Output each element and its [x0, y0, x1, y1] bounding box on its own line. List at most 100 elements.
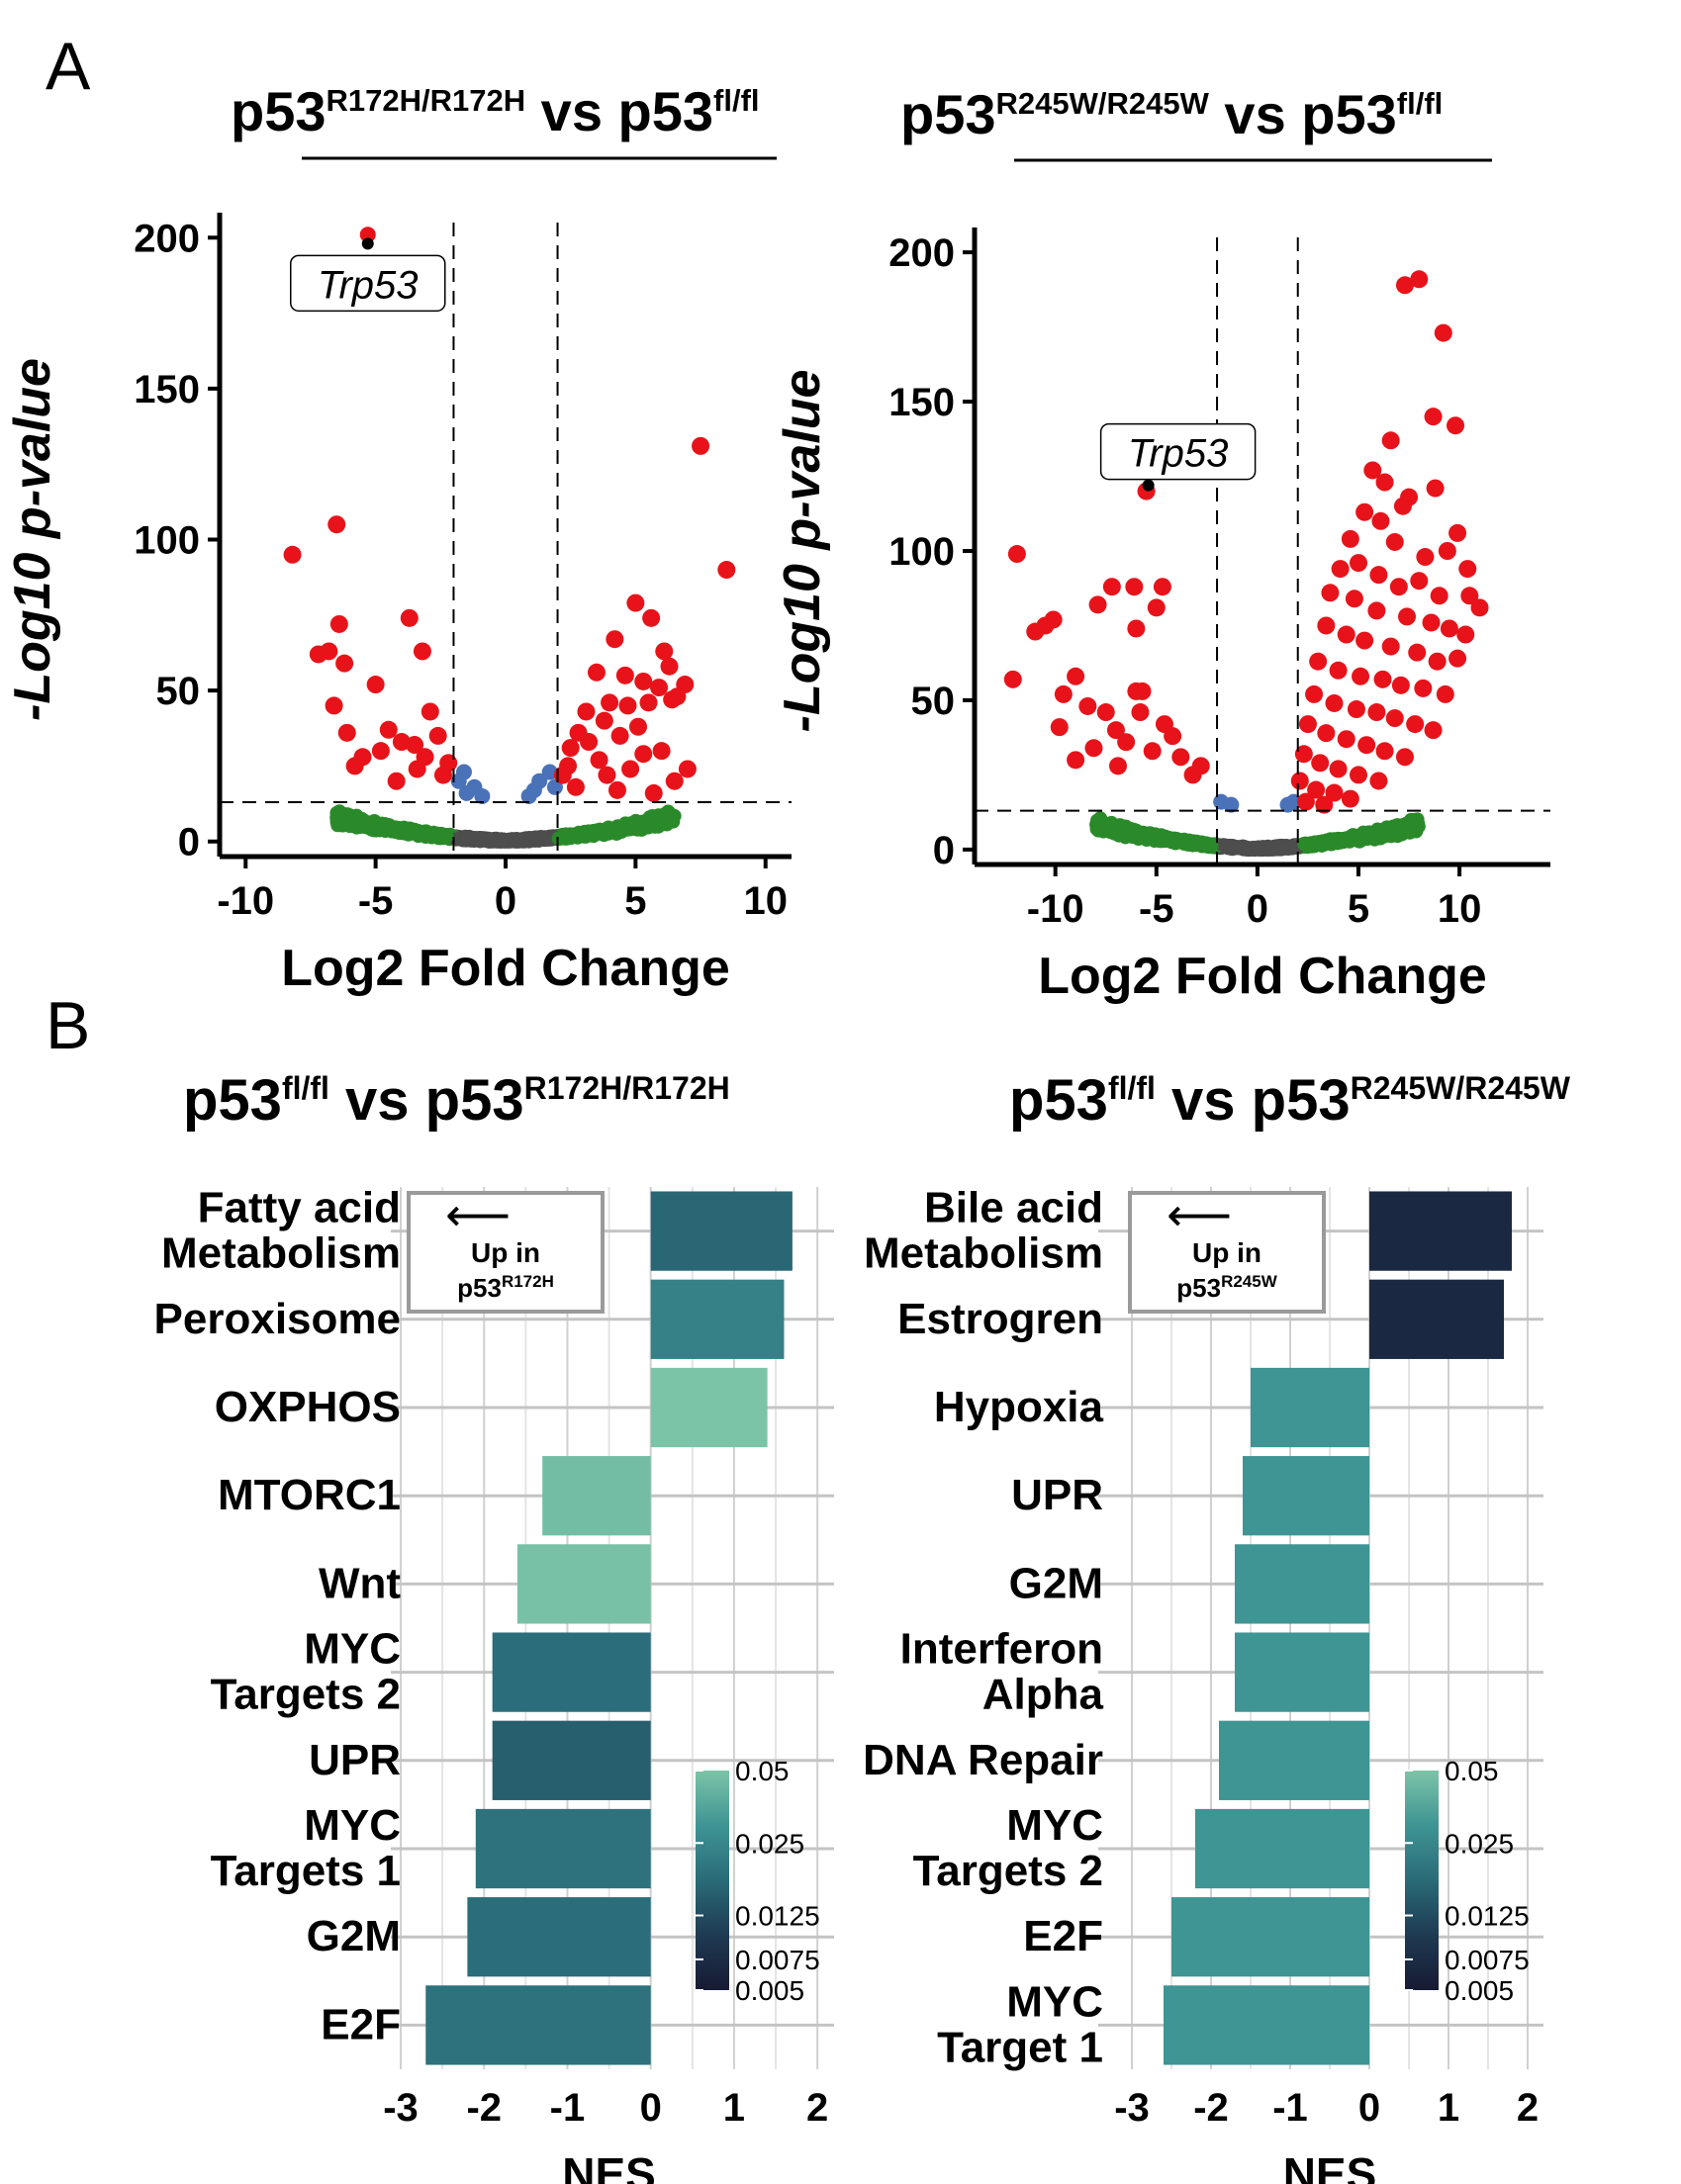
data-point-red [387, 772, 406, 790]
x-tick-label: 0 [640, 2086, 662, 2130]
x-tick-label: 1 [1438, 2086, 1459, 2130]
data-point-red [587, 663, 606, 682]
bar [1164, 1985, 1369, 2065]
data-point-red [601, 693, 619, 712]
data-point [509, 834, 523, 849]
bar [516, 1544, 651, 1624]
data-point-red [644, 783, 663, 802]
data-point-red [283, 545, 302, 564]
x-tick-label: -5 [358, 879, 394, 923]
bar [1235, 1632, 1369, 1712]
data-point-red [1367, 703, 1386, 722]
bar [1171, 1897, 1369, 1977]
data-point [1261, 842, 1276, 857]
data-point [426, 827, 441, 842]
data-point [529, 831, 544, 846]
data-point-red [1125, 578, 1144, 596]
x-tick-label: -3 [383, 2086, 419, 2130]
y-tick-label: 100 [888, 530, 955, 574]
bar [1235, 1544, 1369, 1624]
data-point-red [1440, 619, 1458, 638]
bar [492, 1632, 651, 1712]
colorbar-tick-label: 0.005 [1445, 1975, 1514, 2006]
data-point-red [566, 777, 585, 796]
y-tick-label: 150 [888, 381, 955, 424]
data-point [540, 832, 555, 847]
data-point-blue [450, 773, 467, 789]
data-point [1179, 835, 1194, 850]
data-point-red [1430, 587, 1448, 605]
x-tick-label: 10 [1438, 887, 1482, 931]
data-point-red [1341, 529, 1359, 548]
data-point-blue [546, 778, 563, 795]
data-point-red [439, 754, 458, 773]
data-point-red [1434, 323, 1452, 342]
colorbar-tick-label: 0.025 [735, 1828, 804, 1859]
data-point-red [642, 608, 661, 627]
chart-title: p53fl/fl vs p53R245W/R245W [1009, 1068, 1571, 1133]
plot-title: p53R245W/R245W vs p53fl/fl [900, 83, 1443, 145]
bar [467, 1897, 651, 1977]
data-point [372, 817, 387, 832]
data-point [1232, 841, 1247, 856]
legend-up-in: Up in [471, 1237, 540, 1268]
data-point [1407, 813, 1422, 828]
data-point-red [1325, 693, 1344, 712]
category-label: OXPHOS [215, 1383, 401, 1431]
data-point-blue [474, 787, 491, 804]
data-point-red [717, 561, 736, 580]
data-point-red [595, 711, 613, 730]
data-point-red [1341, 789, 1359, 808]
data-point-red [1183, 766, 1202, 784]
data-point-red [345, 757, 364, 775]
category-label: UPR [1011, 1471, 1103, 1519]
panel-label-b: B [46, 988, 90, 1063]
data-point-red [1350, 554, 1367, 573]
data-point-red [1355, 502, 1374, 521]
left-arrow-icon: ⟵ [445, 1189, 511, 1240]
data-point [458, 830, 473, 845]
x-tick-label: -3 [1114, 2086, 1150, 2130]
data-point-red [577, 702, 596, 721]
colorbar-tick-label: 0.05 [735, 1756, 790, 1786]
bar [1369, 1191, 1512, 1271]
x-tick-label: 1 [723, 2086, 745, 2130]
volcano-plot-r172h: p53R172H/R172H vs p53fl/flTrp53050100150… [4, 80, 792, 997]
data-point-red [1389, 578, 1408, 596]
category-label: Fatty acid Metabolism [161, 1184, 401, 1278]
data-point-red [1309, 652, 1328, 671]
chart-title: p53fl/fl vs p53R172H/R172H [183, 1068, 730, 1133]
data-point-red [1147, 598, 1166, 617]
data-point-red [1345, 590, 1363, 608]
x-tick-label: -2 [1193, 2086, 1229, 2130]
data-point [329, 815, 344, 830]
data-point-red [660, 657, 679, 676]
y-tick-label: 0 [178, 821, 200, 864]
y-tick-label: 200 [134, 217, 200, 260]
gsea-bar-chart-r245w: p53fl/fl vs p53R245W/R245W Bile acid Metab… [863, 1068, 1571, 2184]
data-point-red [337, 723, 356, 742]
data-point-red [1131, 703, 1150, 722]
category-label: Interferon Alpha [900, 1625, 1104, 1719]
category-label: MYC Target 1 [937, 1977, 1103, 2071]
data-point-red [1317, 616, 1336, 635]
x-tick-label: 10 [743, 879, 788, 923]
data-point-red [1026, 622, 1045, 641]
data-point-red [1416, 548, 1435, 567]
data-point [1144, 827, 1159, 842]
data-point-red [1414, 679, 1433, 697]
data-point-red [1290, 772, 1309, 790]
data-point [610, 819, 625, 834]
data-point-red [1106, 721, 1125, 740]
data-point [1216, 838, 1231, 853]
data-point-red [1164, 727, 1182, 746]
data-point [1349, 832, 1363, 847]
data-point [1382, 826, 1397, 841]
data-point-red [1355, 631, 1374, 650]
data-point-red [1321, 584, 1340, 602]
x-tick-label: -1 [1272, 2086, 1308, 2130]
data-point-red [634, 672, 653, 690]
data-point-red [1294, 745, 1313, 764]
data-point-red [652, 742, 671, 761]
data-point-red [1369, 772, 1388, 790]
